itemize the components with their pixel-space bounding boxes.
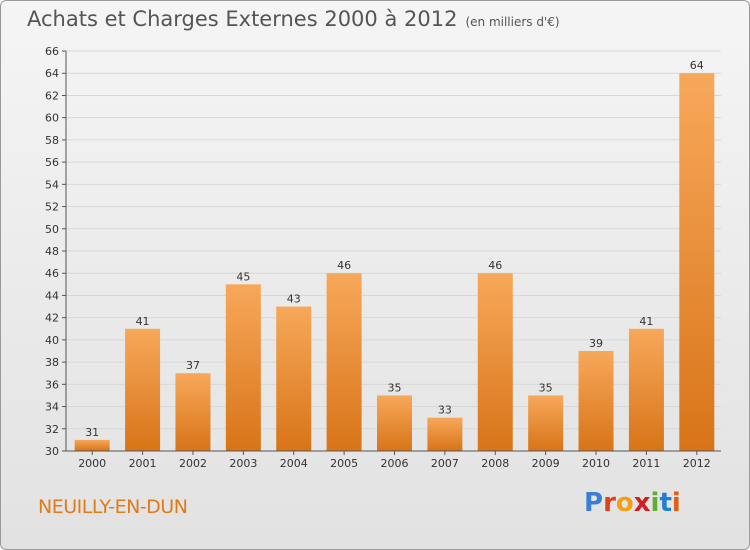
y-tick-label: 66 bbox=[45, 45, 59, 58]
x-tick-label: 2008 bbox=[481, 457, 509, 470]
axes bbox=[62, 50, 721, 455]
value-label: 35 bbox=[388, 381, 402, 394]
value-label: 31 bbox=[85, 426, 99, 439]
y-tick-label: 42 bbox=[45, 312, 59, 325]
labels: 30 32 34 36 38 40 42 44 46 48 50 52 54 56 58 60 62 64 66 31… bbox=[45, 45, 711, 470]
y-tick-label: 54 bbox=[45, 178, 59, 191]
x-tick-label: 2003 bbox=[229, 457, 257, 470]
value-label: 35 bbox=[539, 381, 553, 394]
x-tick-label: 2001 bbox=[129, 457, 157, 470]
bar-2004 bbox=[276, 306, 312, 451]
logo-letter: i bbox=[650, 488, 660, 518]
logo-letter: t bbox=[659, 488, 672, 518]
bars bbox=[74, 73, 715, 451]
y-tick-label: 62 bbox=[45, 89, 59, 102]
value-label: 33 bbox=[438, 404, 452, 417]
x-tick-label: 2006 bbox=[381, 457, 409, 470]
y-tick-label: 64 bbox=[45, 67, 59, 80]
bar-2008 bbox=[477, 273, 513, 451]
bar-2005 bbox=[326, 273, 362, 451]
bar-2012 bbox=[679, 73, 715, 451]
value-label: 64 bbox=[690, 59, 704, 72]
bar-2007 bbox=[427, 417, 463, 451]
logo-letter: x bbox=[633, 488, 651, 518]
y-tick-label: 46 bbox=[45, 267, 59, 280]
logo-letter: P bbox=[584, 488, 604, 518]
y-tick-label: 32 bbox=[45, 423, 59, 436]
value-label: 41 bbox=[136, 315, 150, 328]
chart-title-text: Achats et Charges Externes 2000 à 2012 bbox=[27, 7, 458, 31]
y-tick-label: 40 bbox=[45, 334, 59, 347]
x-tick-label: 2002 bbox=[179, 457, 207, 470]
y-tick-label: 50 bbox=[45, 223, 59, 236]
x-tick-label: 2010 bbox=[582, 457, 610, 470]
bar-2010 bbox=[578, 351, 614, 451]
bar-2009 bbox=[528, 395, 564, 451]
bar-2002 bbox=[175, 373, 211, 451]
commune-name: NEUILLY-EN-DUN bbox=[38, 496, 188, 518]
logo-letter: o bbox=[615, 488, 634, 518]
y-tick-label: 58 bbox=[45, 134, 59, 147]
y-tick-label: 48 bbox=[45, 245, 59, 258]
value-label: 37 bbox=[186, 359, 200, 372]
value-label: 43 bbox=[287, 293, 301, 306]
x-tick-label: 2007 bbox=[431, 457, 459, 470]
y-tick-label: 60 bbox=[45, 112, 59, 125]
x-tick-label: 2004 bbox=[280, 457, 308, 470]
value-label: 46 bbox=[488, 259, 502, 272]
x-tick-label: 2011 bbox=[632, 457, 660, 470]
logo-letter: i bbox=[671, 488, 681, 518]
value-label: 39 bbox=[589, 337, 603, 350]
y-tick-label: 34 bbox=[45, 401, 59, 414]
y-tick-label: 38 bbox=[45, 356, 59, 369]
bar-2001 bbox=[125, 328, 161, 451]
x-tick-label: 2012 bbox=[683, 457, 711, 470]
bar-2006 bbox=[377, 395, 412, 451]
chart-subtitle: (en milliers d'€) bbox=[465, 15, 560, 29]
value-label: 41 bbox=[639, 315, 653, 328]
bar-2003 bbox=[225, 284, 261, 451]
y-tick-label: 36 bbox=[45, 378, 59, 391]
bar-2000 bbox=[74, 439, 110, 451]
logo-letter: r bbox=[603, 488, 616, 518]
x-tick-label: 2005 bbox=[330, 457, 358, 470]
y-tick-label: 30 bbox=[45, 445, 59, 458]
x-tick-label: 2009 bbox=[532, 457, 560, 470]
chart-title: Achats et Charges Externes 2000 à 2012 (e… bbox=[27, 7, 560, 31]
y-tick-label: 52 bbox=[45, 201, 59, 214]
value-label: 46 bbox=[337, 259, 351, 272]
bar-2011 bbox=[628, 328, 664, 451]
proxiti-logo: Proxiti bbox=[584, 488, 681, 518]
y-tick-label: 56 bbox=[45, 156, 59, 169]
value-label: 45 bbox=[236, 270, 250, 283]
y-tick-label: 44 bbox=[45, 289, 59, 302]
x-tick-label: 2000 bbox=[78, 457, 106, 470]
